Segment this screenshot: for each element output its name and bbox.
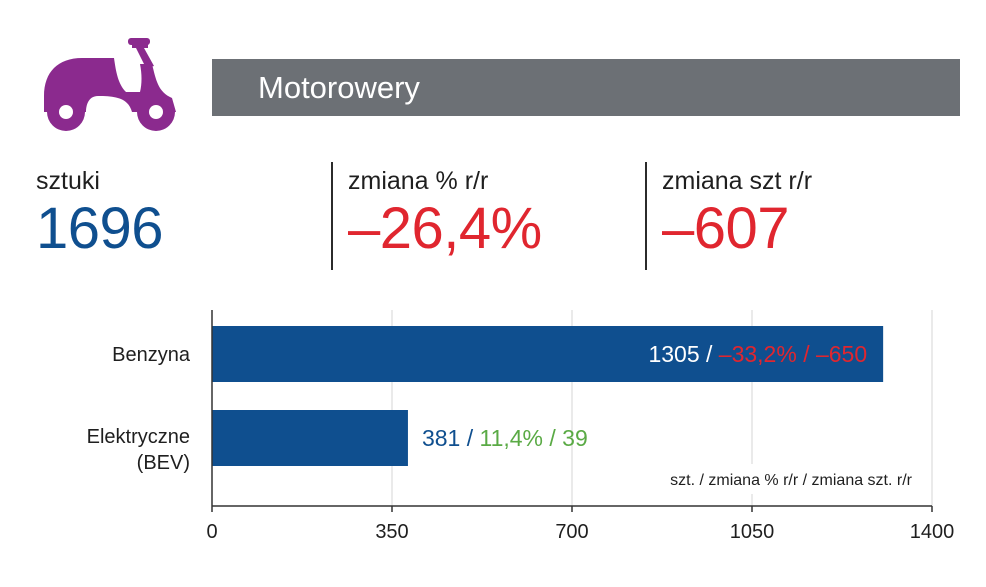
data-label: 1305 / –33,2% / –650 (648, 341, 867, 367)
category-label: (BEV) (137, 452, 190, 474)
bar-chart: 0 350 700 1050 1400 Benzyna Elektryczne (BEV) 13… (87, 310, 955, 543)
stat-unit-change-label: zmiana szt r/r (662, 167, 813, 195)
data-label-separator: / (460, 425, 479, 451)
category-label: Benzyna (112, 344, 191, 366)
stat-unit-change-value: –607 (662, 196, 790, 261)
stat-divider (645, 162, 647, 270)
data-label-separator: / (700, 341, 719, 367)
data-label: 381 / 11,4% / 39 (422, 425, 588, 451)
page-title: Motorowery (258, 70, 420, 105)
data-label-value: 381 (422, 425, 460, 451)
stat-units-value: 1696 (36, 196, 164, 261)
x-tick-label: 700 (555, 521, 588, 543)
stat-divider (331, 162, 333, 270)
stat-percent-change-label: zmiana % r/r (348, 167, 489, 195)
title-band: Motorowery (212, 59, 960, 116)
stat-units-label: sztuki (36, 167, 100, 195)
scooter-icon (44, 38, 176, 131)
category-label: Elektryczne (87, 426, 190, 448)
stat-percent-change-value: –26,4% (348, 196, 542, 261)
data-label-value: 1305 (648, 341, 699, 367)
x-tick-label: 350 (375, 521, 408, 543)
stat-unit-change: zmiana szt r/r –607 (662, 162, 812, 270)
stat-units: sztuki 1696 (36, 162, 164, 270)
stat-percent-change: zmiana % r/r –26,4% (348, 162, 542, 270)
legend-note: szt. / zmiana % r/r / zmiana szt. r/r (670, 472, 912, 489)
legend-note-background (628, 464, 928, 494)
x-tick-label: 0 (206, 521, 217, 543)
x-tick-label: 1400 (910, 521, 955, 543)
data-label-change: 11,4% / 39 (479, 425, 587, 451)
x-tick-label: 1050 (730, 521, 775, 543)
bar (212, 410, 408, 466)
bar (212, 326, 884, 382)
data-label-change: –33,2% / –650 (719, 341, 867, 367)
